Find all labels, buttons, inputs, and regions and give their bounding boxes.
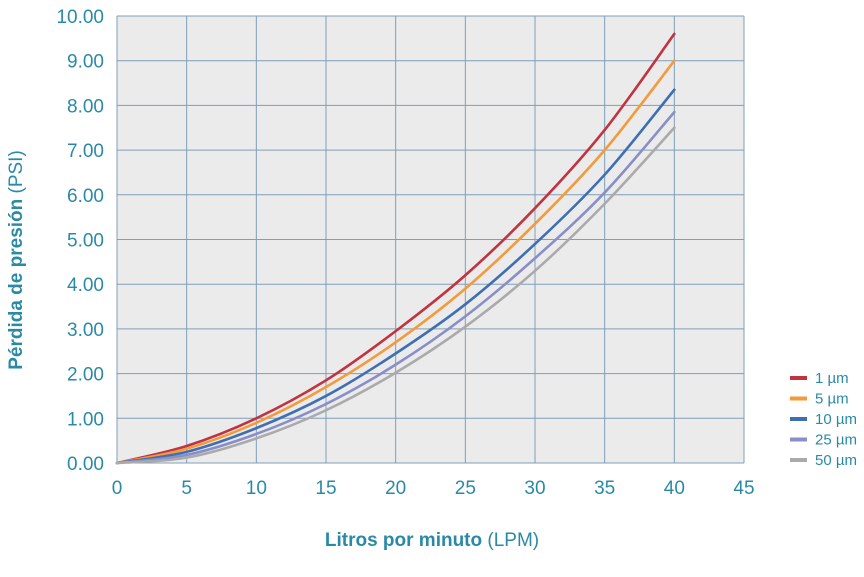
x-tick-label: 25 bbox=[455, 478, 476, 499]
y-tick-label: 8.00 bbox=[67, 96, 104, 117]
series-lines bbox=[115, 32, 676, 465]
legend-swatch bbox=[790, 396, 807, 401]
y-tick-label: 9.00 bbox=[67, 52, 104, 73]
y-tick-label: 10.00 bbox=[56, 7, 104, 28]
series-line bbox=[115, 59, 676, 465]
x-tick-labels: 0 5 10 15 20 25 30 35 40 45 bbox=[112, 478, 755, 499]
x-tick-label: 35 bbox=[594, 478, 615, 499]
x-tick-label: 0 bbox=[112, 478, 123, 499]
legend-swatch bbox=[790, 376, 807, 380]
y-tick-label: 5.00 bbox=[67, 231, 104, 252]
legend-swatch bbox=[790, 417, 807, 421]
y-axis-label-unit: (PSI) bbox=[6, 150, 27, 199]
legend-swatch bbox=[790, 458, 807, 462]
legend-label: 25 µm bbox=[815, 432, 857, 449]
legend-label: 1 µm bbox=[815, 370, 849, 387]
x-axis-label-unit: (LPM) bbox=[482, 530, 539, 551]
x-tick-label: 40 bbox=[664, 478, 685, 499]
x-axis-label: Litros por minuto (LPM) bbox=[325, 530, 539, 551]
legend: 1 µm 5 µm 10 µm 25 µm 50 µm bbox=[790, 370, 857, 469]
y-tick-label: 2.00 bbox=[67, 365, 104, 386]
legend-label: 50 µm bbox=[815, 452, 857, 469]
x-tick-label: 15 bbox=[315, 478, 336, 499]
y-tick-label: 4.00 bbox=[67, 275, 104, 296]
series-line bbox=[115, 88, 676, 465]
series-line bbox=[115, 32, 676, 465]
y-tick-label: 1.00 bbox=[67, 409, 104, 430]
x-tick-label: 10 bbox=[246, 478, 267, 499]
legend-label: 10 µm bbox=[815, 411, 857, 428]
y-axis-label: Pérdida de presión (PSI) bbox=[6, 150, 27, 370]
x-axis-label-bold: Litros por minuto bbox=[325, 530, 482, 551]
x-tick-label: 30 bbox=[524, 478, 545, 499]
y-tick-label: 7.00 bbox=[67, 141, 104, 162]
x-tick-label: 5 bbox=[181, 478, 192, 499]
y-tick-label: 6.00 bbox=[67, 186, 104, 207]
y-tick-labels: 0.00 1.00 2.00 3.00 4.00 5.00 6.00 7.00 8.00 9.00… bbox=[56, 7, 104, 475]
y-tick-label: 0.00 bbox=[67, 454, 104, 475]
legend-swatch bbox=[790, 437, 807, 442]
y-tick-label: 3.00 bbox=[67, 320, 104, 341]
x-tick-label: 45 bbox=[733, 478, 754, 499]
legend-label: 5 µm bbox=[815, 391, 849, 408]
series-line bbox=[115, 110, 676, 465]
x-tick-label: 20 bbox=[385, 478, 406, 499]
series-line bbox=[115, 126, 676, 465]
y-axis-label-bold: Pérdida de presión bbox=[6, 199, 27, 370]
